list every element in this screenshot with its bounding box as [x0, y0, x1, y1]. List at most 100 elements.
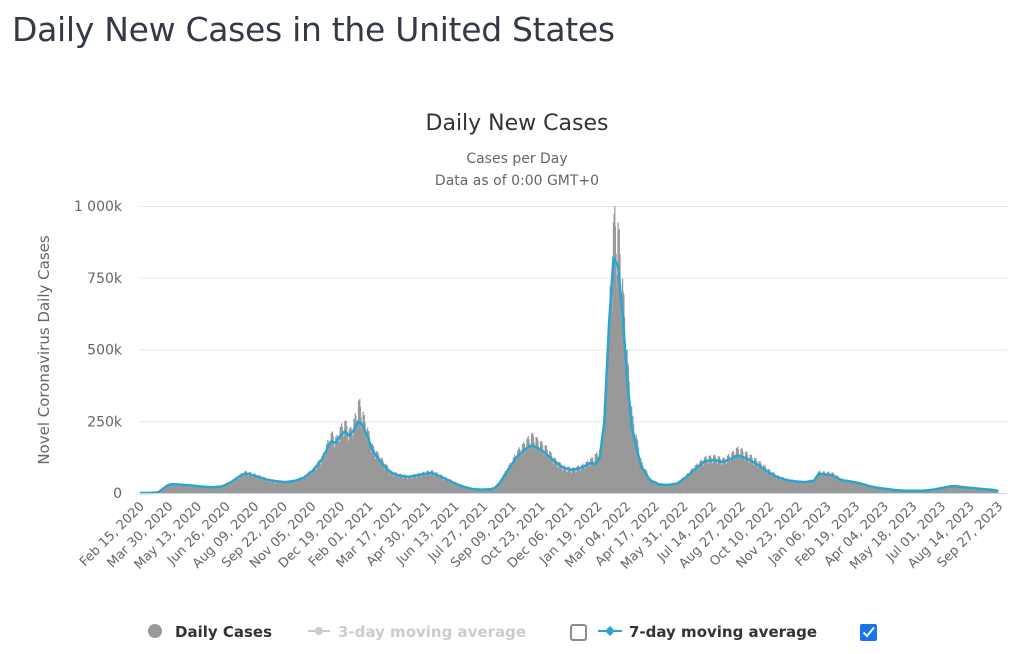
- daily-cases-bar: [961, 487, 963, 493]
- daily-cases-bar: [219, 486, 221, 493]
- page-title: Daily New Cases in the United States: [12, 10, 615, 49]
- daily-cases-bar: [571, 467, 574, 493]
- daily-cases-bar: [732, 450, 734, 493]
- daily-cases-bar: [348, 428, 351, 493]
- checkbox-7-day-average[interactable]: [860, 624, 877, 641]
- daily-cases-bar: [600, 440, 602, 493]
- daily-cases-bar: [556, 464, 558, 493]
- daily-cases-bar: [311, 473, 313, 493]
- daily-cases-bar: [315, 471, 317, 493]
- daily-cases-bar: [815, 477, 818, 493]
- daily-cases-bar: [943, 487, 945, 493]
- daily-cases-bar: [686, 474, 688, 493]
- daily-cases-bar: [886, 488, 888, 493]
- daily-cases-bar: [467, 487, 469, 493]
- daily-cases-bar: [760, 463, 762, 493]
- daily-cases-bar: [233, 482, 235, 493]
- daily-cases-bar: [960, 485, 962, 493]
- daily-cases-bar: [518, 447, 520, 493]
- daily-cases-bar: [491, 488, 493, 493]
- daily-cases-bar: [885, 489, 887, 493]
- daily-cases-bar: [974, 487, 976, 493]
- daily-cases-bar: [470, 489, 472, 493]
- daily-cases-bar: [772, 472, 775, 493]
- circle-icon: [148, 624, 162, 638]
- daily-cases-bar: [700, 461, 702, 493]
- daily-cases-bar: [636, 438, 638, 493]
- daily-cases-bar: [276, 480, 278, 493]
- daily-cases-bar: [792, 480, 794, 493]
- daily-cases-bar: [752, 461, 754, 493]
- daily-cases-bar: [504, 472, 506, 493]
- daily-cases-bar: [460, 485, 462, 493]
- daily-cases-bar: [337, 440, 339, 493]
- daily-cases-bar: [304, 474, 306, 493]
- daily-cases-bar: [625, 370, 627, 493]
- daily-cases-bar: [446, 478, 448, 493]
- daily-cases-bar: [833, 476, 836, 493]
- daily-cases-bar: [422, 472, 424, 493]
- daily-cases-bar: [986, 488, 988, 493]
- daily-cases-bar: [889, 489, 891, 493]
- daily-cases-bar: [787, 478, 789, 493]
- daily-cases-bar: [813, 478, 815, 493]
- daily-cases-bar: [722, 458, 724, 493]
- daily-cases-bar: [463, 486, 466, 493]
- daily-cases-bar: [379, 465, 381, 493]
- daily-cases-bar: [574, 470, 576, 493]
- daily-cases-bar: [282, 481, 284, 493]
- daily-cases-bar: [794, 482, 796, 493]
- daily-cases-bar: [624, 342, 626, 493]
- daily-cases-bar: [205, 486, 207, 493]
- daily-cases-bar: [561, 471, 563, 493]
- daily-cases-bar: [180, 484, 183, 493]
- daily-cases-bar: [817, 477, 819, 493]
- daily-cases-bar: [458, 484, 460, 493]
- daily-cases-bar: [266, 481, 268, 493]
- daily-cases-bar: [487, 489, 490, 493]
- daily-cases-bar: [962, 487, 964, 493]
- daily-cases-bar: [344, 421, 346, 493]
- daily-cases-bar: [697, 467, 699, 493]
- daily-cases-bar: [424, 476, 427, 493]
- daily-cases-bar: [311, 475, 313, 493]
- daily-cases-bar: [934, 489, 936, 493]
- daily-cases-bar: [990, 489, 992, 493]
- daily-cases-bar: [396, 473, 398, 493]
- y-tick-label: 1 000k: [74, 199, 123, 215]
- daily-cases-bar: [585, 461, 587, 493]
- daily-cases-bar: [641, 462, 643, 493]
- daily-cases-bar: [528, 438, 530, 493]
- daily-cases-bar: [439, 477, 441, 493]
- daily-cases-bar: [668, 483, 671, 493]
- legend-item-3-day-average[interactable]: 3-day moving average: [308, 623, 526, 641]
- daily-cases-bar: [865, 484, 867, 493]
- daily-cases-bar: [184, 485, 186, 493]
- daily-cases-bar: [430, 474, 432, 493]
- checkbox-3-day-average[interactable]: [570, 624, 587, 641]
- daily-cases-bar: [403, 474, 405, 493]
- daily-cases-bar: [799, 480, 801, 493]
- daily-cases-bar: [892, 489, 894, 493]
- daily-cases-bar: [391, 472, 393, 493]
- daily-cases-bar: [322, 455, 324, 493]
- daily-cases-bar: [197, 486, 200, 493]
- daily-cases-bar: [945, 486, 948, 493]
- daily-cases-bar: [869, 485, 872, 493]
- daily-cases-bar: [454, 482, 456, 493]
- daily-cases-bar: [866, 486, 868, 493]
- y-tick-label: 500k: [87, 343, 123, 359]
- daily-cases-bar: [507, 472, 509, 493]
- daily-cases-bar: [587, 462, 589, 493]
- daily-cases-bar: [312, 468, 314, 493]
- legend-item-daily-cases[interactable]: Daily Cases: [148, 623, 272, 641]
- daily-cases-bar: [536, 437, 538, 493]
- daily-cases-bar: [162, 489, 164, 493]
- legend-item-7-day-average[interactable]: 7-day moving average: [598, 623, 817, 641]
- daily-cases-bar: [718, 457, 720, 493]
- daily-cases-bar: [623, 294, 625, 493]
- daily-cases-bar: [395, 472, 397, 493]
- daily-cases-bar: [558, 462, 561, 493]
- daily-cases-bar: [843, 482, 845, 493]
- daily-cases-bar: [270, 482, 272, 493]
